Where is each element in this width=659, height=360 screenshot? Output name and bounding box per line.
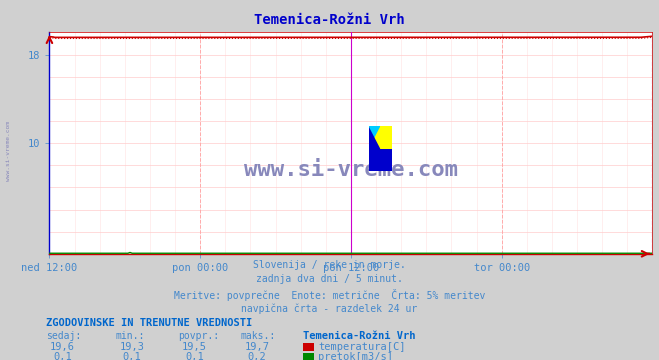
Text: povpr.:: povpr.: [178,331,219,341]
Text: 19,5: 19,5 [182,342,207,352]
Text: ZGODOVINSKE IN TRENUTNE VREDNOSTI: ZGODOVINSKE IN TRENUTNE VREDNOSTI [46,318,252,328]
Text: 19,3: 19,3 [119,342,144,352]
Polygon shape [369,126,380,149]
Text: min.:: min.: [115,331,145,341]
Polygon shape [369,149,391,171]
Text: sedaj:: sedaj: [46,331,81,341]
Text: pretok[m3/s]: pretok[m3/s] [318,352,393,360]
Text: 19,7: 19,7 [244,342,270,352]
Polygon shape [380,126,391,171]
Text: 0,1: 0,1 [123,352,141,360]
Text: Slovenija / reke in morje.: Slovenija / reke in morje. [253,260,406,270]
Polygon shape [369,126,391,149]
Polygon shape [369,126,380,171]
Text: 0,2: 0,2 [248,352,266,360]
Text: www.si-vreme.com: www.si-vreme.com [244,160,458,180]
Text: 0,1: 0,1 [53,352,72,360]
Text: navpična črta - razdelek 24 ur: navpična črta - razdelek 24 ur [241,303,418,314]
Text: Temenica-Rožni Vrh: Temenica-Rožni Vrh [254,13,405,27]
Text: maks.:: maks.: [241,331,275,341]
Text: 0,1: 0,1 [185,352,204,360]
Polygon shape [369,126,380,171]
Text: Temenica-Rožni Vrh: Temenica-Rožni Vrh [303,331,416,341]
Text: temperatura[C]: temperatura[C] [318,342,406,352]
Text: zadnja dva dni / 5 minut.: zadnja dva dni / 5 minut. [256,274,403,284]
Text: Meritve: povprečne  Enote: metrične  Črta: 5% meritev: Meritve: povprečne Enote: metrične Črta:… [174,289,485,301]
Text: www.si-vreme.com: www.si-vreme.com [6,121,11,181]
Text: 19,6: 19,6 [50,342,75,352]
